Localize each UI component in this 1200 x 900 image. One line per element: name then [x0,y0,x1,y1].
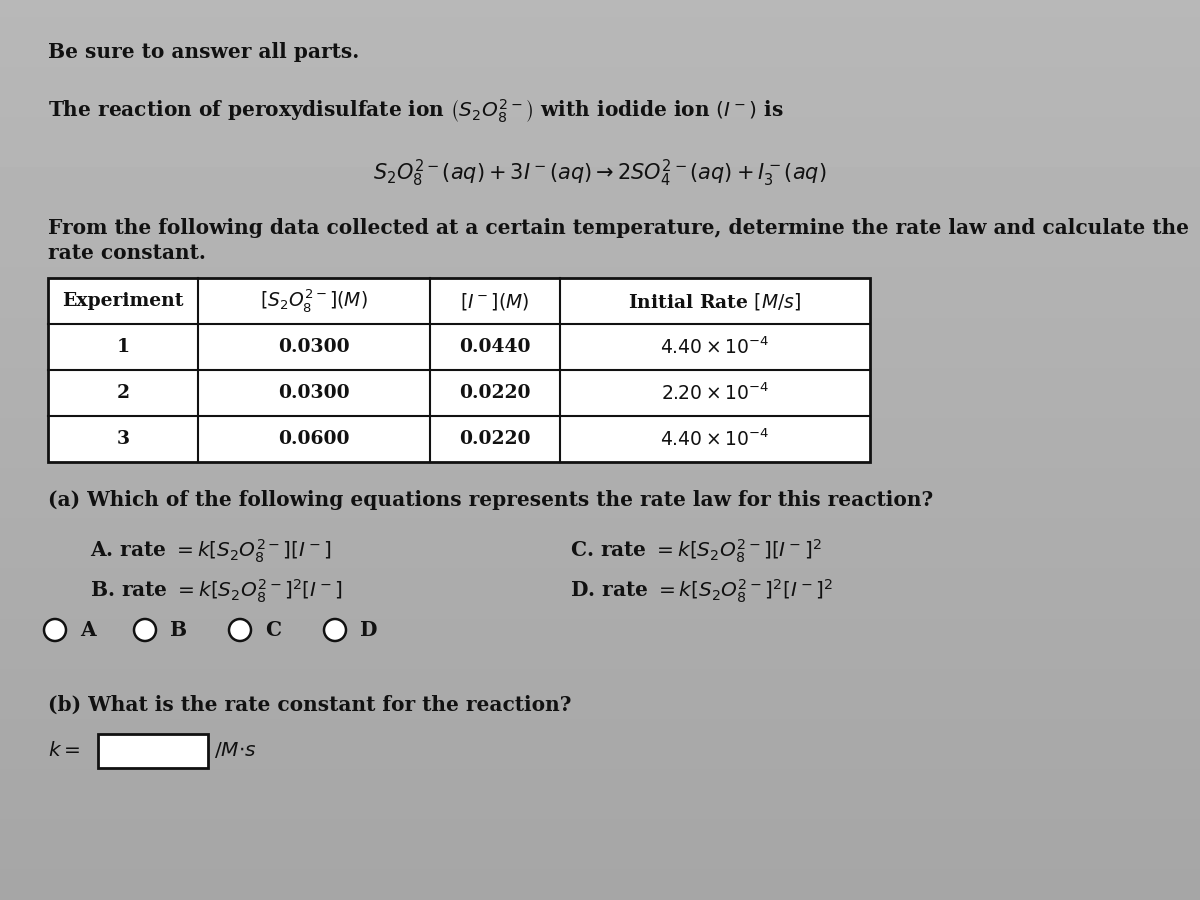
Text: 0.0440: 0.0440 [460,338,530,356]
Text: 0.0600: 0.0600 [278,430,349,448]
Text: $[I^-](M)$: $[I^-](M)$ [461,291,529,311]
Text: A: A [80,620,96,640]
Text: D: D [360,620,378,640]
Text: $S_2O_8^{2-}(aq) + 3I^-(aq) \rightarrow 2SO_4^{2-}(aq) + I_3^-(aq)$: $S_2O_8^{2-}(aq) + 3I^-(aq) \rightarrow … [373,158,827,189]
Text: Be sure to answer all parts.: Be sure to answer all parts. [48,42,359,62]
Text: (b) What is the rate constant for the reaction?: (b) What is the rate constant for the re… [48,695,571,715]
Text: rate constant.: rate constant. [48,243,206,263]
Text: $2.20 \times 10^{-4}$: $2.20 \times 10^{-4}$ [661,382,769,404]
Text: 3: 3 [116,430,130,448]
Text: 0.0220: 0.0220 [460,430,530,448]
Text: 0.0220: 0.0220 [460,384,530,402]
Text: 0.0300: 0.0300 [278,338,350,356]
Bar [98,734,208,768]
Text: (a) Which of the following equations represents the rate law for this reaction?: (a) Which of the following equations rep… [48,490,934,510]
Text: C. rate $= k[S_2O_8^{2-}][I^-]^2$: C. rate $= k[S_2O_8^{2-}][I^-]^2$ [570,538,822,565]
Circle shape [324,619,346,641]
Circle shape [229,619,251,641]
Bar [48,278,870,462]
Text: $4.40 \times 10^{-4}$: $4.40 \times 10^{-4}$ [660,337,769,357]
Circle shape [44,619,66,641]
Text: From the following data collected at a certain temperature, determine the rate l: From the following data collected at a c… [48,218,1189,238]
Text: Initial Rate $[M/s]$: Initial Rate $[M/s]$ [629,291,802,311]
Text: The reaction of peroxydisulfate ion $\left(S_2O_8^{2-}\right)$ with iodide ion $: The reaction of peroxydisulfate ion $\le… [48,98,784,125]
Circle shape [134,619,156,641]
Text: C: C [265,620,281,640]
Text: D. rate $= k[S_2O_8^{2-}]^2[I^-]^2$: D. rate $= k[S_2O_8^{2-}]^2[I^-]^2$ [570,578,833,606]
Text: 1: 1 [116,338,130,356]
Text: $4.40 \times 10^{-4}$: $4.40 \times 10^{-4}$ [660,428,769,450]
Text: 2: 2 [116,384,130,402]
Text: B. rate $= k[S_2O_8^{2-}]^2[I^-]$: B. rate $= k[S_2O_8^{2-}]^2[I^-]$ [90,578,343,606]
Text: Experiment: Experiment [62,292,184,310]
Text: $k =$: $k =$ [48,740,80,760]
Text: A. rate $= k[S_2O_8^{2-}][I^-]$: A. rate $= k[S_2O_8^{2-}][I^-]$ [90,538,332,565]
Text: $[S_2O_8^{2-}](M)$: $[S_2O_8^{2-}](M)$ [260,287,368,314]
Text: B: B [170,620,187,640]
Text: 0.0300: 0.0300 [278,384,350,402]
Text: $/M{\cdot}s$: $/M{\cdot}s$ [214,740,257,760]
